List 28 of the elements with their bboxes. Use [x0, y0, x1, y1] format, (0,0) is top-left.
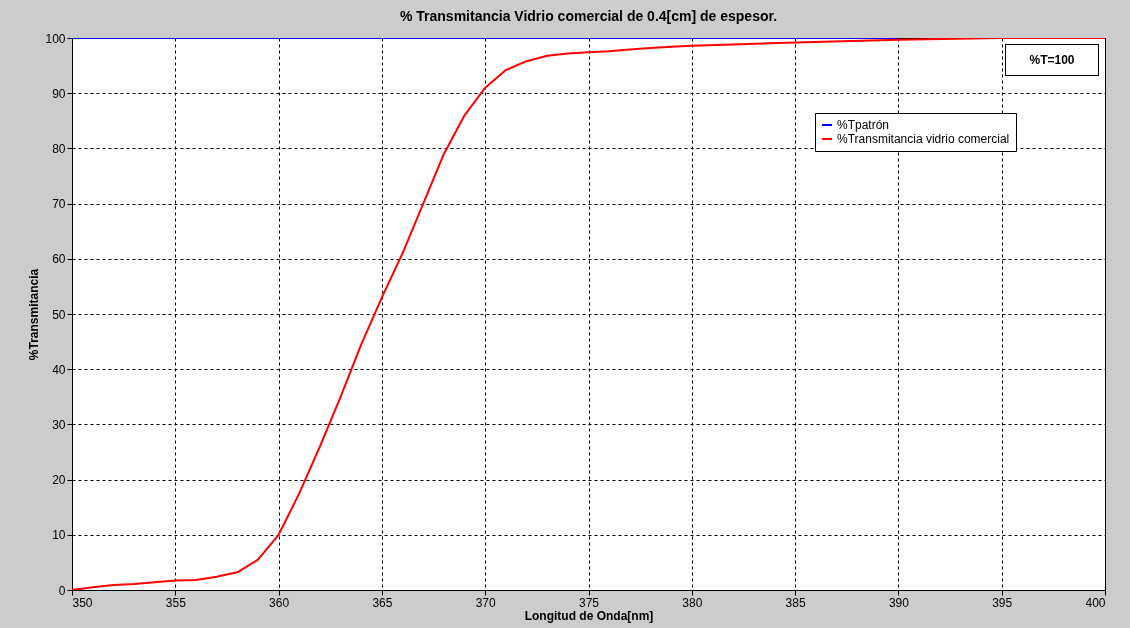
- chart-title: % Transmitancia Vidrio comercial de 0.4[cm] de espesor.: [399, 8, 778, 24]
- x-tick-label: 385: [785, 595, 806, 610]
- x-tick-label: 350: [72, 595, 93, 610]
- y-tick-label: 70: [52, 197, 66, 212]
- x-tick-label: 380: [682, 595, 703, 610]
- y-tick-label: 100: [45, 31, 66, 46]
- legend-label: %Tpatrón: [837, 118, 890, 132]
- y-tick-label: 80: [52, 141, 66, 156]
- y-tick-label: 30: [52, 417, 66, 432]
- x-tick-label: 400: [1085, 595, 1106, 610]
- x-tick-label: 360: [269, 595, 290, 610]
- x-tick-label: 390: [888, 595, 910, 610]
- y-tick-label: 10: [52, 528, 66, 543]
- y-axis-title: %Transmitancia: [27, 268, 42, 361]
- y-tick-label: 40: [52, 362, 66, 377]
- x-tick-label: 355: [165, 595, 187, 610]
- x-axis-title: Longitud de Onda[nm]: [524, 608, 654, 623]
- y-tick-label: 50: [52, 307, 66, 322]
- y-tick-label: 90: [52, 86, 66, 101]
- y-tick-label: 20: [52, 473, 66, 488]
- x-tick-label: 370: [475, 595, 497, 610]
- legend-label: %Transmitancia vidrio comercial: [837, 132, 1010, 146]
- x-tick-label: 395: [992, 595, 1013, 610]
- text-box: %T=100: [1005, 44, 1099, 76]
- x-tick-label: 365: [372, 595, 393, 610]
- x-tick-label: 375: [578, 595, 600, 610]
- y-tick-label: 60: [52, 252, 66, 267]
- y-tick-label: 0: [58, 583, 66, 598]
